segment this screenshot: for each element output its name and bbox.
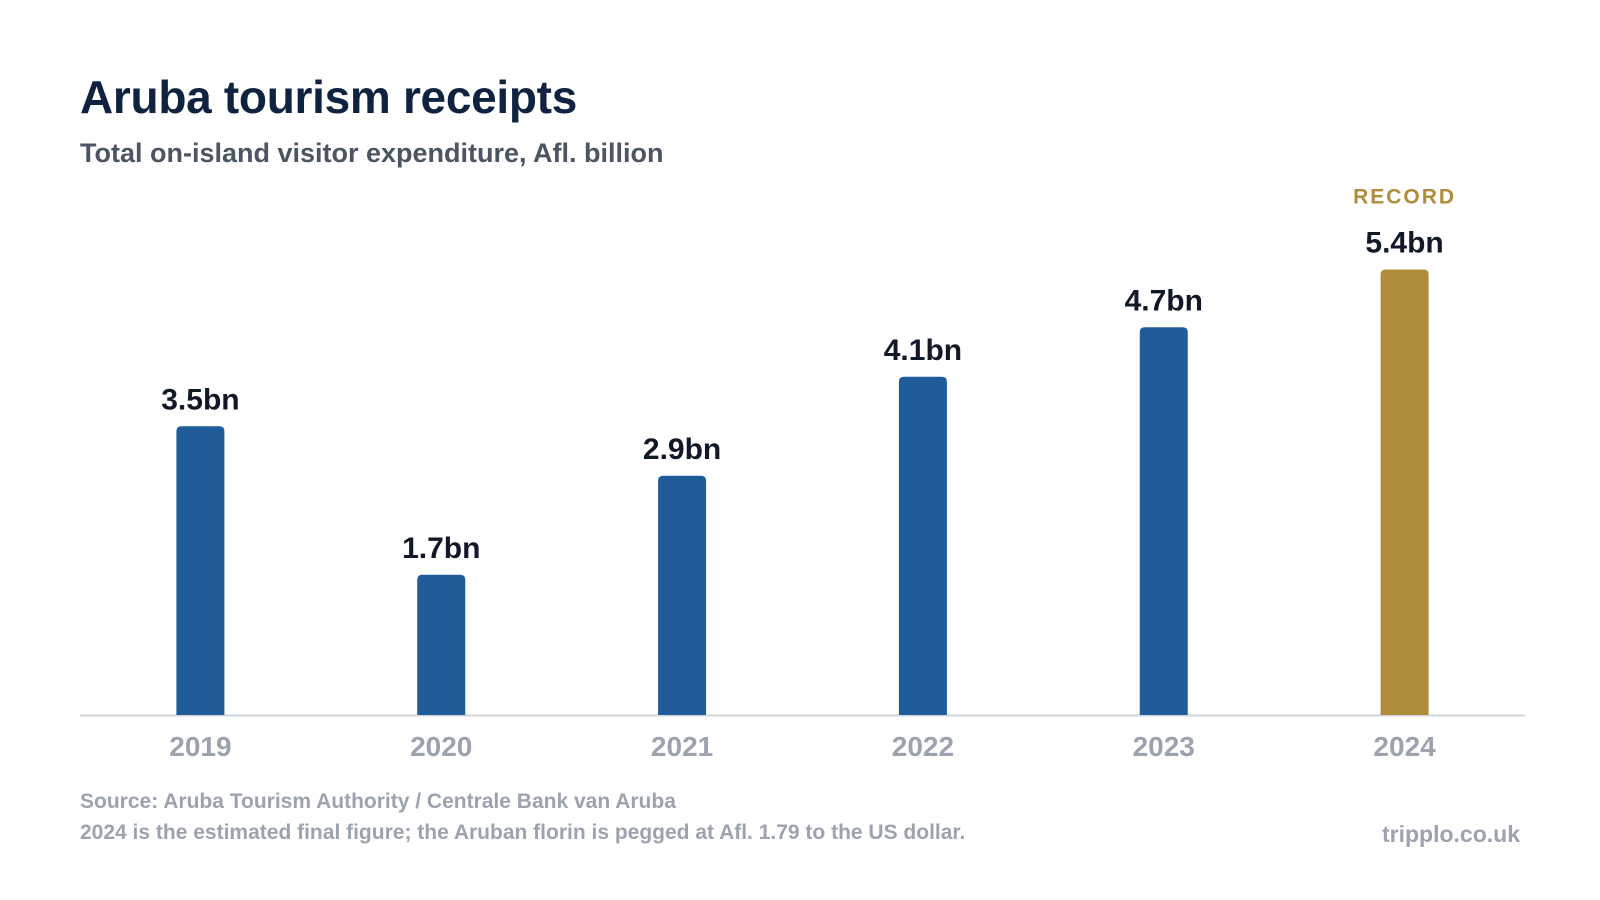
data-label-2022: 4.1bn (884, 334, 962, 367)
source-note: Source: Aruba Tourism Authority / Centra… (80, 790, 676, 813)
bar-2022 (898, 376, 947, 715)
chart-subtitle: Total on-island visitor expenditure, Afl… (80, 138, 664, 168)
chart-title: Aruba tourism receipts (80, 71, 577, 123)
x-tick-2022: 2022 (892, 731, 954, 762)
data-label-2021: 2.9bn (643, 433, 721, 466)
data-label-2019: 3.5bn (161, 383, 239, 416)
x-tick-2024: 2024 (1373, 731, 1436, 762)
bar-2019 (176, 426, 225, 715)
data-label-2020: 1.7bn (402, 532, 480, 565)
x-tick-2023: 2023 (1133, 731, 1195, 762)
bar-2024 (1380, 269, 1429, 715)
bar-2020 (417, 574, 466, 715)
x-tick-2021: 2021 (651, 731, 713, 762)
x-tick-2019: 2019 (169, 731, 231, 762)
x-tick-2020: 2020 (410, 731, 472, 762)
brand-link[interactable]: tripplo.co.uk (1382, 821, 1520, 847)
data-label-2023: 4.7bn (1125, 284, 1203, 317)
bar-2021 (658, 475, 707, 715)
bar-2023 (1139, 327, 1188, 715)
record-annotation: RECORD (1353, 186, 1456, 209)
data-label-2024: 5.4bn (1365, 227, 1443, 260)
footnote: 2024 is the estimated final figure; the … (80, 821, 966, 844)
